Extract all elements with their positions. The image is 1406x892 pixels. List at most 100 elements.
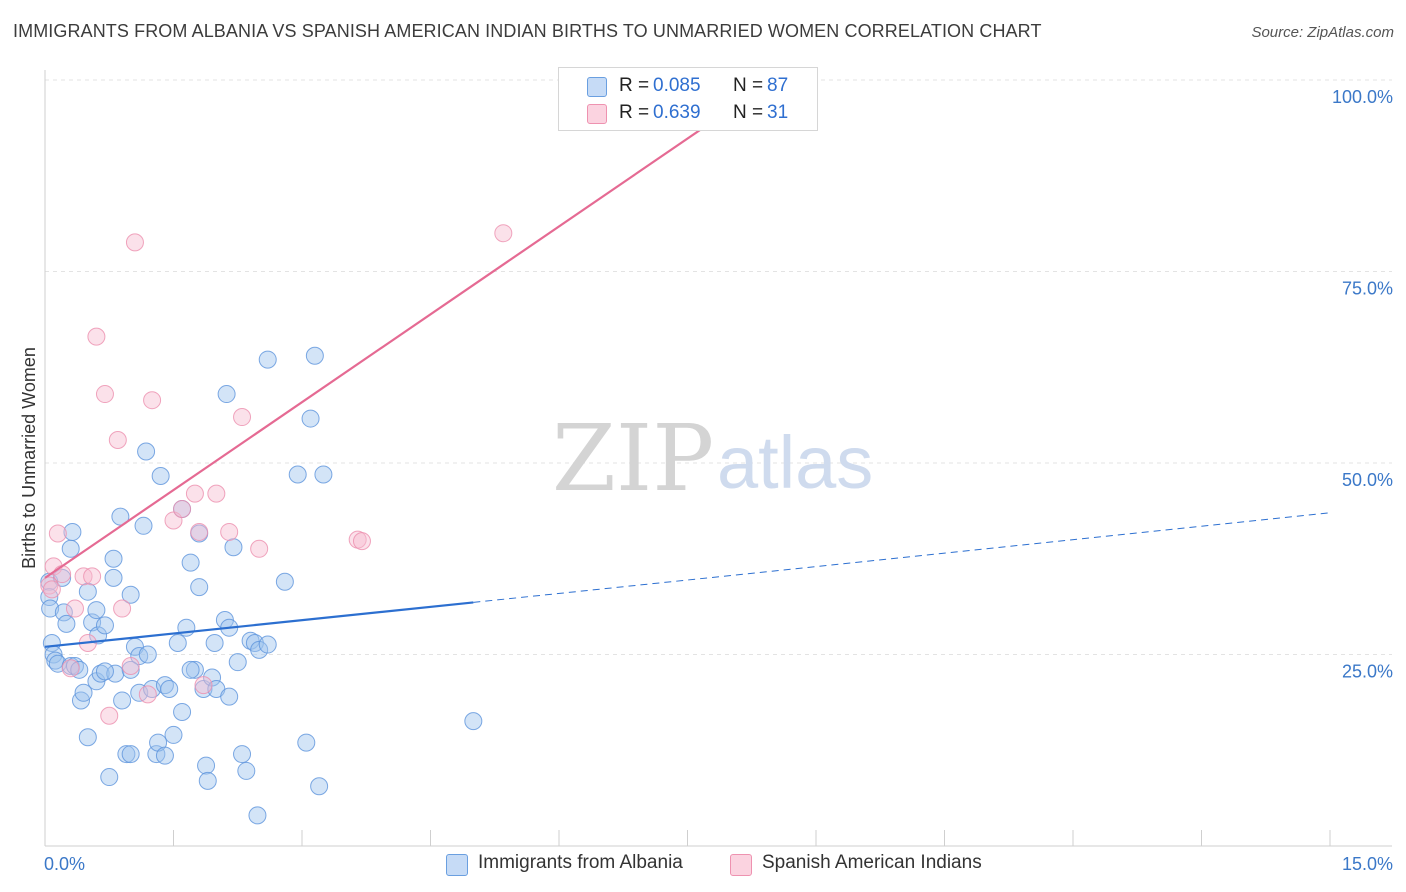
data-point [87,601,106,620]
data-point [151,467,170,486]
data-point [190,578,209,597]
legend-n-value: 31 [767,102,789,123]
data-point [48,524,67,543]
data-point [258,350,277,369]
data-point [121,585,140,604]
data-point [288,465,307,484]
data-point [181,660,200,679]
x-tick-label: 15.0% [1342,854,1393,874]
grid [45,79,1392,655]
y-tick-label: 25.0% [1342,662,1393,682]
data-point [352,532,371,551]
data-point [121,656,140,675]
source-label: Source: ZipAtlas.com [1251,24,1394,41]
x-tick-label: 0.0% [44,854,85,874]
data-point [250,539,269,558]
data-point [54,603,73,622]
data-point [61,659,80,678]
data-point [168,634,187,653]
data-point [125,233,144,252]
data-point [275,572,294,591]
data-point [248,806,267,825]
data-point [220,687,239,706]
data-point [198,771,217,790]
data-point [310,777,329,796]
data-point [233,408,252,427]
data-point [95,385,114,404]
data-point [83,567,102,586]
data-point [250,640,269,659]
series-albania [40,346,483,825]
legend-swatch-spanish-american-indians [587,104,607,124]
data-point [121,660,140,679]
legend-swatch-albania [587,77,607,97]
data-point [228,653,247,672]
data-point [301,409,320,428]
data-point [138,685,157,704]
bottom-legend-label-spanish-american-indians: Spanish American Indians [762,852,982,873]
watermark: ZIP atlas [552,405,873,512]
data-point [95,616,114,635]
data-point [95,662,114,681]
data-point [207,484,226,503]
data-point [113,599,132,618]
data-point [65,599,84,618]
chart-title: IMMIGRANTS FROM ALBANIA VS SPANISH AMERI… [13,21,1042,41]
data-point [61,539,80,558]
data-point [138,645,157,664]
data-point [100,706,119,725]
data-point [121,745,140,764]
data-point [185,660,204,679]
trend-line-extension-albania [473,512,1331,603]
data-point [220,522,239,541]
data-point [89,626,108,645]
data-point [63,522,82,541]
data-point [194,676,213,695]
data-point [155,746,174,765]
data-point [134,516,153,535]
bottom-legend-swatch-spanish-american-indians [730,854,752,876]
data-point [41,599,60,618]
data-point [173,702,192,721]
data-point [181,553,200,572]
y-tick-label: 100.0% [1332,87,1393,107]
data-point [78,728,97,747]
series-spanish-american-indians [40,71,783,725]
bottom-legend-label-albania: Immigrants from Albania [478,852,683,873]
legend-r-label: R = [619,75,650,96]
data-point [205,634,224,653]
y-tick-label: 75.0% [1342,279,1393,299]
data-point [113,691,132,710]
data-point [100,768,119,787]
legend-n-label: N = [733,75,764,96]
data-point [160,679,179,698]
data-point [57,614,76,633]
data-point [258,635,277,654]
watermark-zip: ZIP [552,405,714,512]
trend-line-spanish-american-indians [44,79,774,579]
data-point [224,538,243,557]
tick-labels: 25.0% 50.0% 75.0% 100.0% 0.0% 15.0% [44,87,1393,874]
data-point [164,725,183,744]
data-point [104,549,123,568]
bottom-legend-swatch-albania [446,854,468,876]
data-point [173,499,192,518]
data-point [78,582,97,601]
legend-n-label: N = [733,102,764,123]
data-point [494,224,513,243]
data-point [87,327,106,346]
data-point [305,346,324,365]
legend-r-value: 0.085 [653,75,701,96]
data-point [104,568,123,587]
axes: Births to Unmarried Women [19,70,1392,847]
watermark-atlas: atlas [717,421,873,504]
data-point [464,712,483,731]
y-axis-title: Births to Unmarried Women [19,347,39,569]
data-point [297,733,316,752]
data-point [314,465,333,484]
data-point [233,745,252,764]
correlation-legend: R = 0.085 N = 87 R = 0.639 N = 31 [558,67,818,131]
data-point [53,565,72,584]
legend-r-value: 0.639 [653,102,701,123]
legend-r-label: R = [619,102,650,123]
